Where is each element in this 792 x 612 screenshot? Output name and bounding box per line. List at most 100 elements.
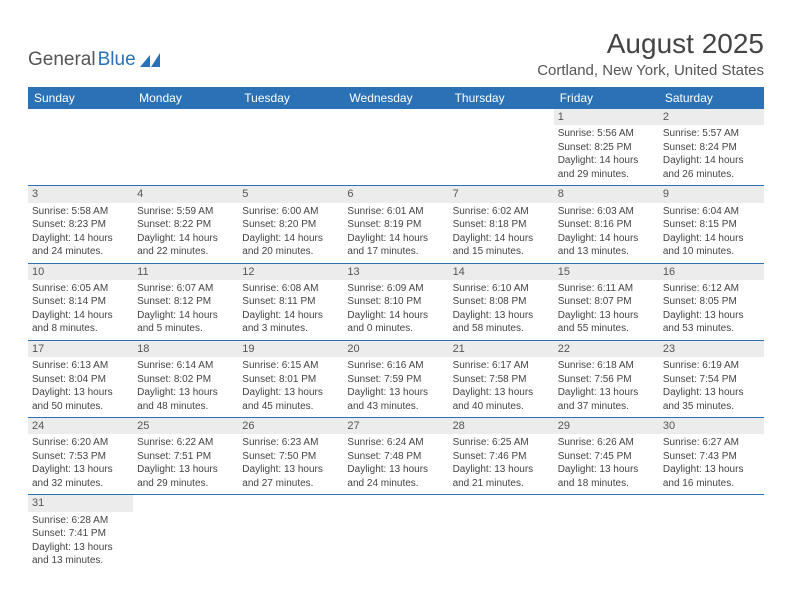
sunset-line: Sunset: 8:01 PM bbox=[242, 373, 339, 387]
sunset-line: Sunset: 8:08 PM bbox=[453, 295, 550, 309]
daylight-line-1: Daylight: 13 hours bbox=[32, 463, 129, 477]
daylight-line-2: and 40 minutes. bbox=[453, 400, 550, 414]
daylight-line-2: and 5 minutes. bbox=[137, 322, 234, 336]
daylight-line-2: and 26 minutes. bbox=[663, 168, 760, 182]
day-number: 19 bbox=[238, 341, 343, 357]
sunrise-line: Sunrise: 6:00 AM bbox=[242, 205, 339, 219]
daylight-line-1: Daylight: 14 hours bbox=[663, 154, 760, 168]
daylight-line-1: Daylight: 13 hours bbox=[663, 386, 760, 400]
daylight-line-2: and 10 minutes. bbox=[663, 245, 760, 259]
calendar-day-cell: 6Sunrise: 6:01 AMSunset: 8:19 PMDaylight… bbox=[343, 186, 448, 263]
calendar-day-cell: 19Sunrise: 6:15 AMSunset: 8:01 PMDayligh… bbox=[238, 340, 343, 417]
daylight-line-1: Daylight: 13 hours bbox=[242, 463, 339, 477]
sunrise-line: Sunrise: 6:26 AM bbox=[558, 436, 655, 450]
sunrise-line: Sunrise: 6:22 AM bbox=[137, 436, 234, 450]
day-number: 14 bbox=[449, 264, 554, 280]
header: General Blue August 2025 Cortland, New Y… bbox=[28, 28, 764, 79]
daylight-line-1: Daylight: 14 hours bbox=[242, 232, 339, 246]
calendar-day-cell bbox=[554, 495, 659, 572]
day-number: 2 bbox=[659, 109, 764, 125]
day-header: Tuesday bbox=[238, 87, 343, 109]
sunset-line: Sunset: 7:56 PM bbox=[558, 373, 655, 387]
calendar-day-cell: 2Sunrise: 5:57 AMSunset: 8:24 PMDaylight… bbox=[659, 109, 764, 186]
sunrise-line: Sunrise: 6:10 AM bbox=[453, 282, 550, 296]
sunset-line: Sunset: 8:02 PM bbox=[137, 373, 234, 387]
daylight-line-1: Daylight: 13 hours bbox=[453, 309, 550, 323]
sunrise-line: Sunrise: 6:04 AM bbox=[663, 205, 760, 219]
daylight-line-1: Daylight: 13 hours bbox=[453, 463, 550, 477]
sunrise-line: Sunrise: 6:07 AM bbox=[137, 282, 234, 296]
sunset-line: Sunset: 7:58 PM bbox=[453, 373, 550, 387]
calendar-day-cell bbox=[343, 109, 448, 186]
day-number: 30 bbox=[659, 418, 764, 434]
calendar-day-cell: 3Sunrise: 5:58 AMSunset: 8:23 PMDaylight… bbox=[28, 186, 133, 263]
logo-sail-icon bbox=[140, 53, 162, 67]
calendar-week-row: 1Sunrise: 5:56 AMSunset: 8:25 PMDaylight… bbox=[28, 109, 764, 186]
sunrise-line: Sunrise: 6:19 AM bbox=[663, 359, 760, 373]
sunset-line: Sunset: 8:19 PM bbox=[347, 218, 444, 232]
daylight-line-1: Daylight: 14 hours bbox=[453, 232, 550, 246]
calendar-day-cell bbox=[238, 495, 343, 572]
sunrise-line: Sunrise: 6:18 AM bbox=[558, 359, 655, 373]
day-number: 11 bbox=[133, 264, 238, 280]
daylight-line-2: and 37 minutes. bbox=[558, 400, 655, 414]
day-data: Sunrise: 6:20 AMSunset: 7:53 PMDaylight:… bbox=[28, 434, 133, 494]
day-number: 4 bbox=[133, 186, 238, 202]
daylight-line-1: Daylight: 13 hours bbox=[137, 386, 234, 400]
sunrise-line: Sunrise: 6:08 AM bbox=[242, 282, 339, 296]
calendar-day-cell bbox=[343, 495, 448, 572]
day-number: 17 bbox=[28, 341, 133, 357]
calendar-week-row: 10Sunrise: 6:05 AMSunset: 8:14 PMDayligh… bbox=[28, 263, 764, 340]
day-number: 20 bbox=[343, 341, 448, 357]
day-number: 28 bbox=[449, 418, 554, 434]
daylight-line-2: and 20 minutes. bbox=[242, 245, 339, 259]
day-number: 7 bbox=[449, 186, 554, 202]
calendar-day-cell: 26Sunrise: 6:23 AMSunset: 7:50 PMDayligh… bbox=[238, 418, 343, 495]
daylight-line-1: Daylight: 14 hours bbox=[558, 232, 655, 246]
day-data: Sunrise: 6:00 AMSunset: 8:20 PMDaylight:… bbox=[238, 203, 343, 263]
daylight-line-2: and 32 minutes. bbox=[32, 477, 129, 491]
calendar-week-row: 31Sunrise: 6:28 AMSunset: 7:41 PMDayligh… bbox=[28, 495, 764, 572]
sunset-line: Sunset: 7:50 PM bbox=[242, 450, 339, 464]
daylight-line-1: Daylight: 14 hours bbox=[242, 309, 339, 323]
calendar-day-cell: 13Sunrise: 6:09 AMSunset: 8:10 PMDayligh… bbox=[343, 263, 448, 340]
daylight-line-2: and 13 minutes. bbox=[558, 245, 655, 259]
daylight-line-2: and 18 minutes. bbox=[558, 477, 655, 491]
day-data: Sunrise: 6:08 AMSunset: 8:11 PMDaylight:… bbox=[238, 280, 343, 340]
calendar-day-cell: 23Sunrise: 6:19 AMSunset: 7:54 PMDayligh… bbox=[659, 340, 764, 417]
daylight-line-2: and 8 minutes. bbox=[32, 322, 129, 336]
sunset-line: Sunset: 8:23 PM bbox=[32, 218, 129, 232]
day-header: Friday bbox=[554, 87, 659, 109]
sunset-line: Sunset: 7:51 PM bbox=[137, 450, 234, 464]
day-number: 13 bbox=[343, 264, 448, 280]
daylight-line-1: Daylight: 13 hours bbox=[32, 386, 129, 400]
day-data: Sunrise: 6:15 AMSunset: 8:01 PMDaylight:… bbox=[238, 357, 343, 417]
calendar-day-cell bbox=[133, 495, 238, 572]
title-block: August 2025 Cortland, New York, United S… bbox=[537, 28, 764, 79]
daylight-line-2: and 15 minutes. bbox=[453, 245, 550, 259]
sunset-line: Sunset: 8:25 PM bbox=[558, 141, 655, 155]
logo-text-2: Blue bbox=[98, 49, 136, 71]
daylight-line-1: Daylight: 13 hours bbox=[32, 541, 129, 555]
day-data: Sunrise: 6:17 AMSunset: 7:58 PMDaylight:… bbox=[449, 357, 554, 417]
sunrise-line: Sunrise: 5:57 AM bbox=[663, 127, 760, 141]
sunset-line: Sunset: 7:59 PM bbox=[347, 373, 444, 387]
day-number: 15 bbox=[554, 264, 659, 280]
calendar-day-cell: 15Sunrise: 6:11 AMSunset: 8:07 PMDayligh… bbox=[554, 263, 659, 340]
calendar-day-cell: 31Sunrise: 6:28 AMSunset: 7:41 PMDayligh… bbox=[28, 495, 133, 572]
sunrise-line: Sunrise: 6:03 AM bbox=[558, 205, 655, 219]
calendar-day-cell: 12Sunrise: 6:08 AMSunset: 8:11 PMDayligh… bbox=[238, 263, 343, 340]
daylight-line-1: Daylight: 14 hours bbox=[663, 232, 760, 246]
calendar-day-cell: 11Sunrise: 6:07 AMSunset: 8:12 PMDayligh… bbox=[133, 263, 238, 340]
calendar-day-cell: 27Sunrise: 6:24 AMSunset: 7:48 PMDayligh… bbox=[343, 418, 448, 495]
calendar-day-cell bbox=[449, 109, 554, 186]
day-header: Thursday bbox=[449, 87, 554, 109]
sunset-line: Sunset: 7:54 PM bbox=[663, 373, 760, 387]
daylight-line-2: and 22 minutes. bbox=[137, 245, 234, 259]
daylight-line-1: Daylight: 13 hours bbox=[347, 386, 444, 400]
daylight-line-2: and 55 minutes. bbox=[558, 322, 655, 336]
calendar-day-cell: 25Sunrise: 6:22 AMSunset: 7:51 PMDayligh… bbox=[133, 418, 238, 495]
sunrise-line: Sunrise: 6:28 AM bbox=[32, 514, 129, 528]
sunset-line: Sunset: 7:43 PM bbox=[663, 450, 760, 464]
logo-text-1: General bbox=[28, 49, 96, 71]
